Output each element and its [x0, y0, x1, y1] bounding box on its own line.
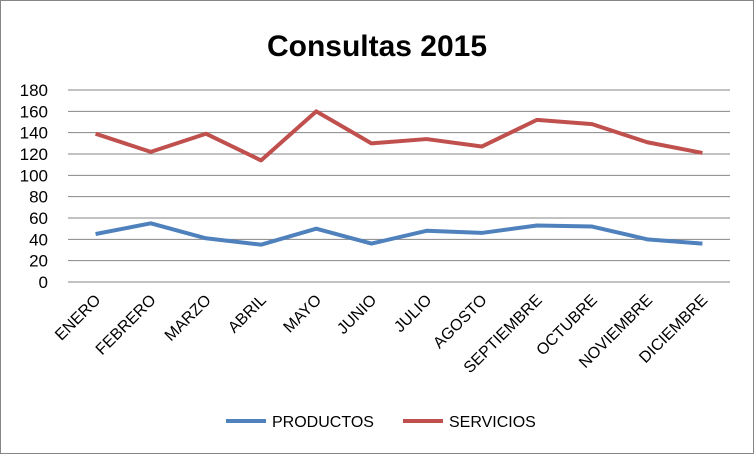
x-tick-label: FEBRERO	[93, 292, 160, 359]
x-tick-label: ABRIL	[225, 292, 270, 337]
y-tick-label: 160	[20, 102, 48, 121]
chart-title: Consultas 2015	[267, 30, 487, 63]
x-tick-label: JULIO	[391, 292, 435, 336]
y-tick-label: 40	[29, 230, 48, 249]
y-tick-label: 100	[20, 166, 48, 185]
y-tick-label: 20	[29, 252, 48, 271]
y-tick-label: 60	[29, 209, 48, 228]
x-tick-label: ENERO	[52, 292, 104, 344]
series-line-productos	[95, 221, 703, 247]
y-tick-label: 120	[20, 145, 48, 164]
y-tick-label: 0	[39, 273, 48, 292]
x-tick-label: MAYO	[281, 292, 326, 337]
y-tick-label: 180	[20, 81, 48, 100]
series-line-servicios	[94, 109, 703, 163]
legend-label: PRODUCTOS	[272, 414, 374, 431]
legend-label: SERVICIOS	[449, 414, 536, 431]
x-tick-label: JUNIO	[334, 292, 380, 338]
x-tick-label: MARZO	[162, 292, 215, 345]
y-tick-label: 80	[29, 188, 48, 207]
y-tick-label: 140	[20, 124, 48, 143]
